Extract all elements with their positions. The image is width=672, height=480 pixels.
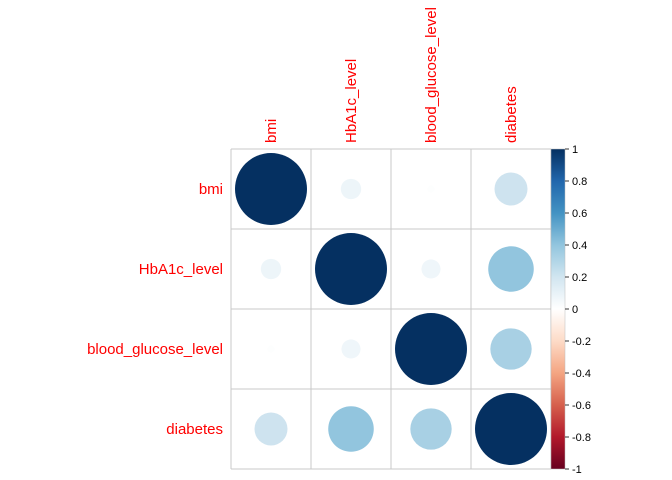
corr-circle-bmi-bmi [235,153,307,225]
colorbar-tick-label: 0.8 [572,176,587,188]
colorbar-tick-label: 0.2 [572,272,587,284]
row-label-bmi: bmi [199,181,223,198]
corr-circle-diabetes-diabetes [475,393,547,465]
corr-circle-bmi-diabetes [494,172,528,206]
colorbar-tick-label: -1 [572,464,582,476]
corr-circle-HbA1c_level-diabetes [488,246,534,292]
corr-circle-bmi-HbA1c_level [340,178,362,200]
circles-layer [235,153,547,465]
corr-circle-blood_glucose_level-blood_glucose_level [395,313,467,385]
colorbar-tick-label: -0.2 [572,336,591,348]
colorbar-gradient [550,148,566,470]
corr-circle-diabetes-bmi [254,412,288,446]
row-label-HbA1c_level: HbA1c_level [139,261,223,278]
column-label-HbA1c_level: HbA1c_level [343,59,360,143]
corr-circle-blood_glucose_level-diabetes [490,328,532,370]
row-labels: bmi HbA1c_level blood_glucose_leveldiabete… [87,181,223,438]
row-label-blood_glucose_level: blood_glucose_level [87,341,223,358]
corr-circle-blood_glucose_level-HbA1c_level [341,339,361,359]
column-label-bmi: bmi [263,119,280,143]
column-label-blood_glucose_level: blood_glucose_level [423,7,440,143]
corr-circle-bmi-blood_glucose_level [427,185,435,193]
corr-circle-HbA1c_level-HbA1c_level [315,233,387,305]
corr-circle-diabetes-blood_glucose_level [410,408,452,450]
corr-circle-diabetes-HbA1c_level [328,406,374,452]
corr-circle-HbA1c_level-bmi [260,258,282,280]
corr-circle-blood_glucose_level-bmi [267,345,275,353]
colorbar-tick-label: 0.6 [572,208,587,220]
colorbar-tick-label: 0.4 [572,240,587,252]
colorbar: -1 -0.8 -0.6 -0.4 -0.2 0 0.2 0.4 0.6 0.8 1 [550,144,591,476]
row-label-diabetes: diabetes [166,421,223,438]
corr-circle-HbA1c_level-blood_glucose_level [421,259,441,279]
colorbar-tick-label: 0 [572,304,578,316]
colorbar-tick-label: -0.4 [572,368,591,380]
colorbar-tick-label: -0.8 [572,432,591,444]
colorbar-tick-label: 1 [572,144,578,156]
colorbar-tick-label: -0.6 [572,400,591,412]
column-label-diabetes: diabetes [503,86,520,143]
